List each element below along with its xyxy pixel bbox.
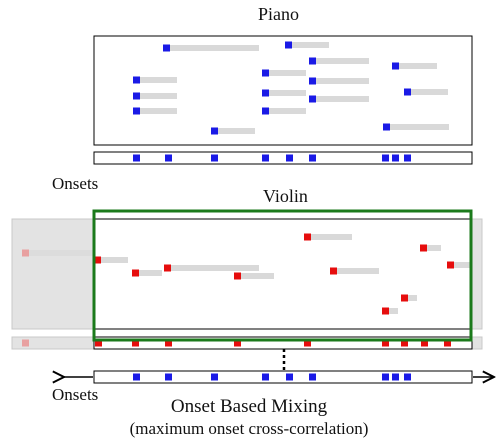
shifted-onset-section <box>64 370 494 384</box>
violin-note-onset <box>330 267 337 275</box>
piano-note-bar <box>163 45 259 51</box>
piano-note-onset <box>309 77 316 85</box>
violin-onset-marker <box>401 339 408 347</box>
violin-note-bar <box>420 245 441 251</box>
violin-note-bar <box>94 257 128 263</box>
piano-note-bar <box>309 96 369 102</box>
piano-note-onset <box>262 107 269 115</box>
piano-note-bar <box>133 93 177 99</box>
piano-note-onset <box>163 44 170 52</box>
shifted-piano-onset-marker <box>404 373 411 381</box>
violin-note-onset <box>420 244 427 252</box>
shifted-piano-onset-marker <box>262 373 269 381</box>
shifted-piano-onset-marker <box>382 373 389 381</box>
piano-note-bar <box>133 108 177 114</box>
violin-note-bar <box>164 265 259 271</box>
piano-note-bar <box>383 124 449 130</box>
piano-onset-marker <box>404 154 411 162</box>
violin-onset-marker <box>304 339 311 347</box>
violin-note-bar <box>401 295 417 301</box>
piano-note-onset <box>285 41 292 49</box>
violin-note-bar <box>132 270 162 276</box>
violin-note-bar <box>330 268 379 274</box>
piano-onset-marker <box>262 154 269 162</box>
piano-note-onset <box>392 62 399 70</box>
shifted-onset-markers <box>133 373 411 381</box>
piano-note-onset <box>133 92 140 100</box>
method-subtitle: (maximum onset cross-correlation) <box>129 419 369 438</box>
piano-note-bar <box>262 90 306 96</box>
violin-note-onset <box>382 307 389 315</box>
violin-onset-marker <box>95 339 102 347</box>
piano-section <box>93 35 473 165</box>
shifted-piano-onset-marker <box>309 373 316 381</box>
piano-onset-marker <box>133 154 140 162</box>
violin-onset-marker <box>132 339 139 347</box>
violin-note-onset <box>401 294 408 302</box>
violin-onset-marker <box>234 339 241 347</box>
piano-notes <box>133 41 449 135</box>
violin-onset-marker <box>382 339 389 347</box>
onsets-label-top: Onsets <box>52 174 99 193</box>
violin-note-onset <box>447 261 454 269</box>
piano-note-onset <box>404 88 411 96</box>
piano-note-onset <box>309 95 316 103</box>
piano-note-onset <box>309 57 316 65</box>
piano-note-bar <box>211 128 255 134</box>
shifted-onset-strip <box>93 370 473 384</box>
piano-note-bar <box>309 58 369 64</box>
shifted-piano-onset-marker <box>392 373 399 381</box>
piano-note-bar <box>404 89 448 95</box>
shifted-piano-onset-marker <box>211 373 218 381</box>
piano-note-bar <box>262 70 306 76</box>
shifted-piano-onset-marker <box>286 373 293 381</box>
piano-onset-marker <box>165 154 172 162</box>
violin-onset-marker <box>421 339 428 347</box>
violin-note-onset <box>304 233 311 241</box>
violin-note-bar <box>304 234 352 240</box>
piano-note-onset <box>262 89 269 97</box>
shifted-piano-onset-marker <box>165 373 172 381</box>
piano-onset-marker <box>382 154 389 162</box>
shifted-piano-onset-marker <box>133 373 140 381</box>
piano-onset-marker <box>286 154 293 162</box>
violin-note-onset <box>164 264 171 272</box>
violin-section <box>11 209 483 350</box>
violin-note-onset <box>22 249 29 257</box>
piano-note-bar <box>309 78 369 84</box>
violin-note-bar <box>234 273 274 279</box>
piano-onset-marker <box>211 154 218 162</box>
piano-title: Piano <box>258 4 300 24</box>
piano-note-bar <box>262 108 306 114</box>
piano-note-onset <box>211 127 218 135</box>
violin-onset-marker <box>165 339 172 347</box>
violin-note-onset <box>94 256 101 264</box>
piano-onset-marker <box>309 154 316 162</box>
violin-notes <box>22 233 471 315</box>
violin-note-bar <box>22 250 94 256</box>
violin-note-onset <box>234 272 241 280</box>
piano-note-onset <box>133 107 140 115</box>
piano-onset-marker <box>392 154 399 162</box>
piano-note-bar <box>133 77 177 83</box>
onsets-label-bottom: Onsets <box>52 385 99 404</box>
violin-note-onset <box>132 269 139 277</box>
violin-note-bar <box>382 308 398 314</box>
violin-onset-marker <box>444 339 451 347</box>
violin-title: Violin <box>263 186 308 206</box>
piano-note-onset <box>133 76 140 84</box>
piano-onset-strip <box>93 151 473 165</box>
piano-note-onset <box>383 123 390 131</box>
violin-note-bar <box>447 262 471 268</box>
piano-note-bar <box>285 42 329 48</box>
piano-note-onset <box>262 69 269 77</box>
violin-onset-markers <box>22 339 451 347</box>
alignment-highlight-frame <box>92 209 473 342</box>
piano-onset-markers <box>133 154 411 162</box>
violin-onset-marker <box>22 339 29 347</box>
method-title: Onset Based Mixing <box>170 396 328 417</box>
piano-note-bar <box>392 63 437 69</box>
